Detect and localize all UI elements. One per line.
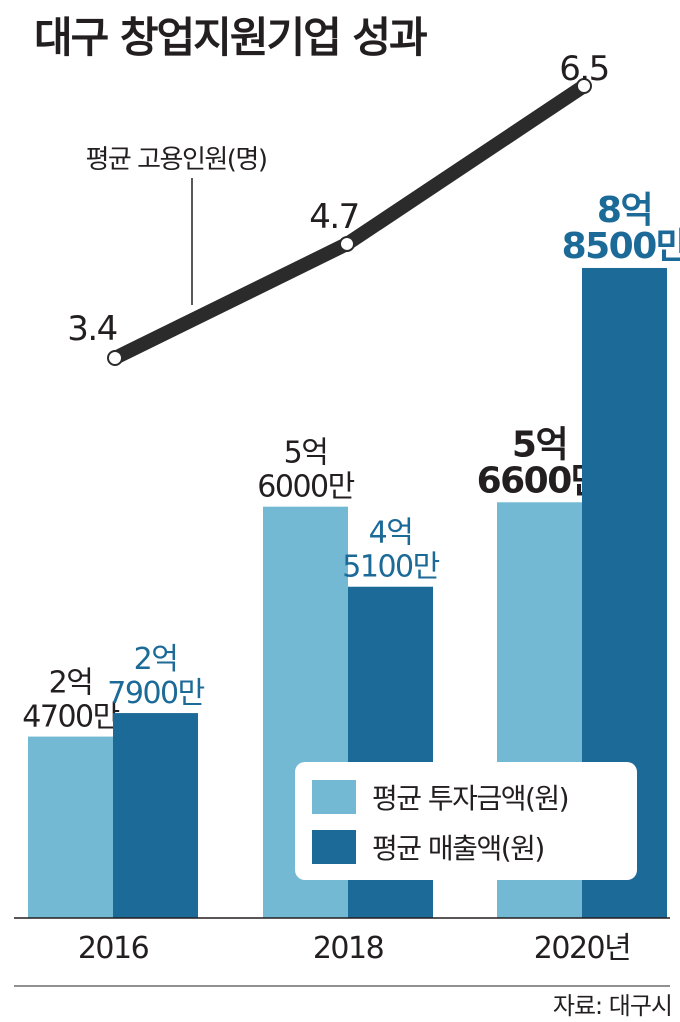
- bar-label-investment-0-1: 4700만: [22, 700, 119, 735]
- employment-point-2: [576, 78, 592, 95]
- bar-label-investment-1-0: 5억: [284, 436, 328, 471]
- bar-label-investment-1-1: 6000만: [257, 470, 354, 505]
- legend-label-sales: 평균 매출액(원): [372, 832, 544, 865]
- bar-label-sales-2-1: 8500만: [562, 226, 680, 267]
- bar-label-investment-0-0: 2억: [49, 666, 93, 701]
- source-note: 자료: 대구시: [552, 992, 673, 1020]
- category-label-0: 2016: [78, 931, 149, 966]
- bar-sales-0: [113, 713, 198, 918]
- legend-box: [295, 762, 637, 880]
- bar-label-sales-1-0: 4억: [369, 516, 413, 551]
- bar-label-investment-2-0: 5억: [512, 424, 567, 465]
- bar-label-sales-0-0: 2억: [134, 642, 178, 677]
- employment-value-label-0: 3.4: [67, 309, 117, 349]
- bar-investment-0: [28, 736, 113, 918]
- employment-series-label: 평균 고용인원(명): [86, 145, 267, 175]
- employment-value-label-1: 4.7: [309, 197, 359, 237]
- legend-swatch-investment: [312, 780, 356, 814]
- bar-label-sales-0-1: 7900만: [107, 676, 204, 711]
- bar-label-sales-2-0: 8억: [597, 190, 652, 231]
- bar-label-sales-1-1: 5100만: [342, 550, 439, 585]
- category-label-1: 2018: [313, 931, 384, 966]
- legend-swatch-sales: [312, 830, 356, 864]
- legend-label-investment: 평균 투자금액(원): [372, 782, 568, 815]
- employment-point-1: [339, 235, 355, 252]
- category-label-2: 2020년: [534, 931, 630, 966]
- employment-value-label-2: 6.5: [559, 49, 609, 89]
- employment-point-0: [107, 350, 123, 366]
- chart-title: 대구 창업지원기업 성과: [34, 13, 428, 62]
